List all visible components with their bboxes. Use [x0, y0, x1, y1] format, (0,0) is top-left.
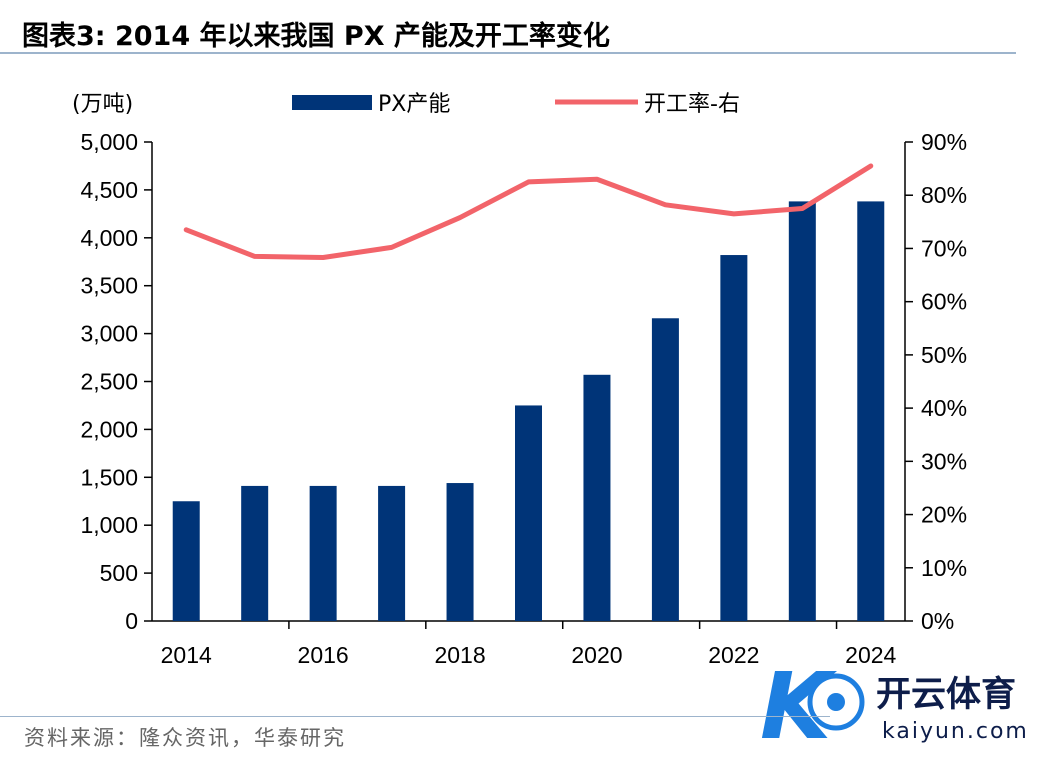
watermark-ball-center — [827, 693, 845, 711]
left-tick-label: 3,500 — [80, 273, 138, 299]
x-tick-label: 2024 — [845, 642, 896, 668]
right-tick-label: 70% — [921, 235, 967, 261]
right-tick-label: 10% — [921, 555, 967, 581]
source-note: 资料来源：隆众资讯，华泰研究 — [24, 726, 346, 750]
capacity-bar — [309, 485, 337, 621]
capacity-bar — [651, 318, 679, 621]
left-tick-label: 500 — [100, 560, 138, 586]
axes-group: 0 500 1,000 1,500 2,000 2,500 3,000 3,500 4,000 4… — [80, 129, 967, 668]
x-tick-label: 2020 — [571, 642, 622, 668]
left-tick-label: 4,500 — [80, 177, 138, 203]
line-group — [183, 163, 874, 260]
right-tick-label: 50% — [921, 342, 967, 368]
capacity-bar — [241, 485, 269, 621]
left-tick-label: 2,500 — [80, 369, 138, 395]
legend-label-capacity: PX产能 — [378, 92, 450, 117]
footer-divider — [0, 716, 830, 717]
capacity-bar — [172, 501, 200, 621]
capacity-bar — [720, 255, 748, 621]
left-tick-label: 1,000 — [80, 512, 138, 538]
left-tick-label: 1,500 — [80, 464, 138, 490]
legend: PX产能 开工率-右 — [292, 92, 740, 117]
watermark-brand: 开云体育 — [876, 675, 1016, 715]
title-divider — [0, 52, 1016, 54]
right-tick-label: 80% — [921, 182, 967, 208]
capacity-bar — [515, 405, 542, 621]
x-tick-label: 2014 — [161, 642, 212, 668]
right-tick-label: 0% — [921, 608, 954, 634]
x-tick-label: 2016 — [298, 642, 349, 668]
chart-title: 图表3: 2014 年以来我国 PX 产能及开工率变化 — [22, 21, 610, 52]
utilization-line — [183, 163, 874, 260]
left-tick-label: 4,000 — [80, 225, 138, 251]
right-tick-label: 30% — [921, 448, 967, 474]
x-tick-label: 2022 — [708, 642, 759, 668]
capacity-bar — [857, 201, 885, 621]
capacity-bar — [583, 374, 611, 621]
legend-label-utilization: 开工率-右 — [644, 92, 740, 117]
right-tick-label: 40% — [921, 395, 967, 421]
left-tick-label: 0 — [125, 608, 138, 634]
left-axis-unit: (万吨) — [72, 92, 133, 117]
x-tick-label: 2018 — [434, 642, 485, 668]
right-tick-label: 90% — [921, 129, 967, 155]
left-tick-label: 5,000 — [80, 129, 138, 155]
left-tick-label: 3,000 — [80, 321, 138, 347]
left-tick-label: 2,000 — [80, 416, 138, 442]
watermark-domain: kaiyun.com — [882, 719, 1029, 744]
capacity-bar — [446, 483, 474, 621]
right-tick-label: 20% — [921, 502, 967, 528]
capacity-bar — [378, 485, 406, 621]
legend-swatch-capacity — [292, 95, 372, 110]
bars-group — [172, 201, 885, 621]
capacity-bar — [788, 201, 816, 621]
right-tick-label: 60% — [921, 289, 967, 315]
watermark-logo: K 开云体育 kaiyun.com — [760, 653, 1029, 760]
